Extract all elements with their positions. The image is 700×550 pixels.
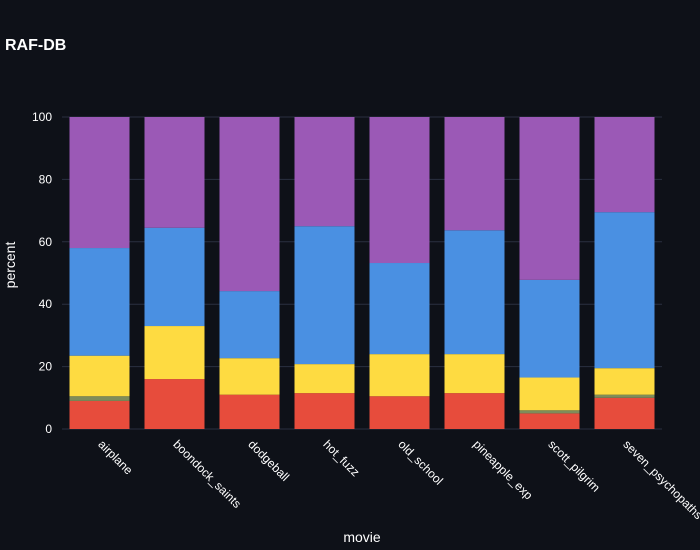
chart-title: RAF-DB <box>5 37 66 54</box>
x-tick-label: pineapple_exp <box>470 437 535 502</box>
bar-airplane-purple <box>69 117 130 249</box>
bar-dodgeball-purple <box>219 117 280 292</box>
bar-hot_fuzz-yellow <box>294 364 355 394</box>
bar-pineapple_exp-yellow <box>444 354 505 394</box>
bar-boondock_saints-red <box>144 379 205 429</box>
bar-old_school-yellow <box>369 354 430 397</box>
x-tick-label: airplane <box>95 437 135 477</box>
bar-seven_psychopaths-yellow <box>594 368 655 395</box>
bar-boondock_saints-blue <box>144 227 205 327</box>
y-axis-ticks: 0 20 40 60 80 100 <box>32 110 52 436</box>
bar-boondock_saints-yellow <box>144 326 205 380</box>
bar-airplane-blue <box>69 248 130 356</box>
y-tick-label: 40 <box>39 297 53 311</box>
bar-hot_fuzz-blue <box>294 226 355 365</box>
bar-old_school-blue <box>369 263 430 355</box>
bar-airplane-olive <box>69 396 130 401</box>
bar-seven_psychopaths-red <box>594 397 655 429</box>
x-tick-label: old_school <box>395 437 445 487</box>
y-tick-label: 80 <box>39 172 53 186</box>
x-tick-label: seven_psychopaths <box>620 437 700 522</box>
bar-scott_pilgrim-purple <box>519 117 580 280</box>
x-tick-label: hot_fuzz <box>320 437 362 479</box>
y-tick-label: 60 <box>39 235 53 249</box>
x-axis-title: movie <box>343 529 381 545</box>
bar-pineapple_exp-red <box>444 393 505 429</box>
bar-old_school-red <box>369 396 430 429</box>
x-axis-ticks: airplane boondock_saints dodgeball hot_fuzz… <box>95 437 700 522</box>
y-tick-label: 0 <box>45 422 52 436</box>
y-axis-title: percent <box>2 242 18 289</box>
y-tick-label: 100 <box>32 110 52 124</box>
bar-hot_fuzz-purple <box>294 117 355 227</box>
bars <box>69 117 655 429</box>
bar-seven_psychopaths-olive <box>594 394 655 398</box>
bar-boondock_saints-purple <box>144 117 205 228</box>
bar-hot_fuzz-red <box>294 393 355 429</box>
bar-dodgeball-blue <box>219 291 280 359</box>
bar-dodgeball-red <box>219 394 280 429</box>
bar-old_school-purple <box>369 117 430 264</box>
bar-seven_psychopaths-blue <box>594 212 655 369</box>
bar-pineapple_exp-purple <box>444 117 505 231</box>
bar-pineapple_exp-blue <box>444 230 505 355</box>
bar-scott_pilgrim-blue <box>519 279 580 378</box>
y-tick-label: 20 <box>39 360 53 374</box>
bar-airplane-yellow <box>69 355 130 397</box>
x-tick-label: dodgeball <box>245 437 292 484</box>
bar-airplane-red <box>69 400 130 429</box>
bar-scott_pilgrim-yellow <box>519 377 580 411</box>
bar-dodgeball-yellow <box>219 358 280 395</box>
bar-scott_pilgrim-red <box>519 413 580 429</box>
x-tick-label: boondock_saints <box>170 437 244 511</box>
bar-seven_psychopaths-purple <box>594 117 655 213</box>
bar-scott_pilgrim-olive <box>519 410 580 414</box>
x-tick-label: scott_pilgrim <box>545 437 603 495</box>
